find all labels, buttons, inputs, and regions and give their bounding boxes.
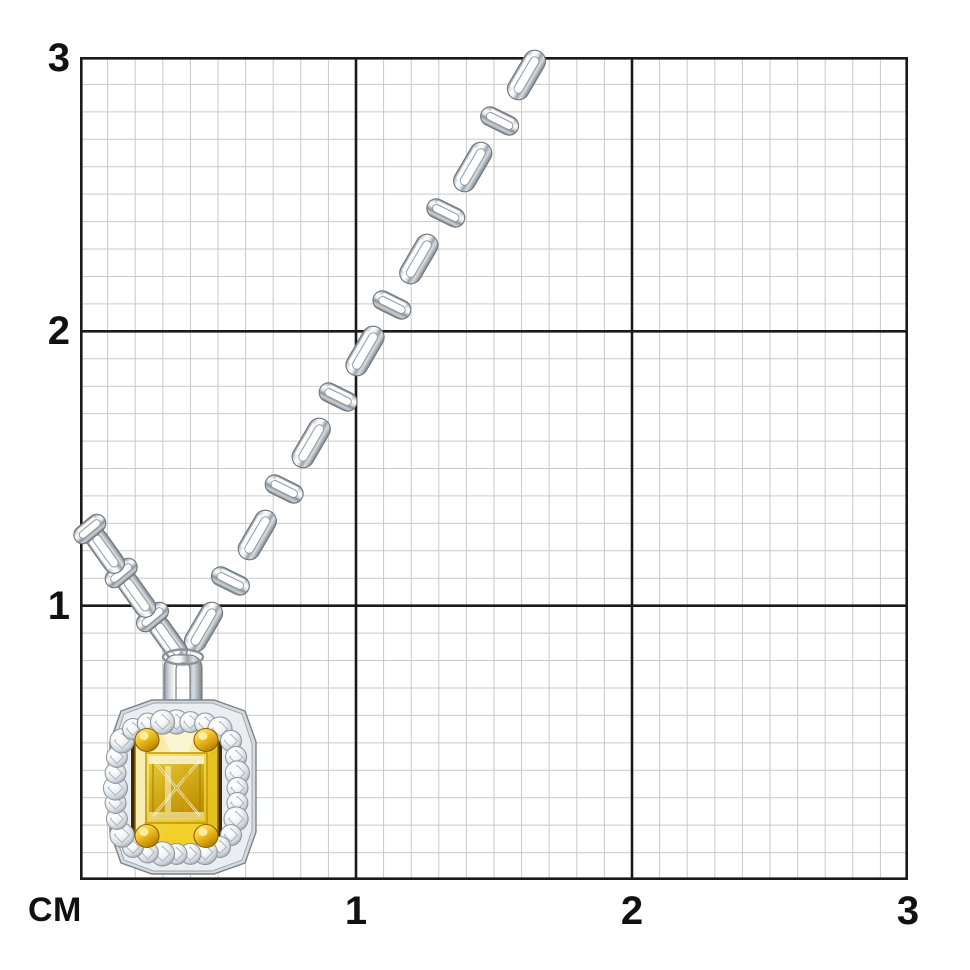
x-axis-tick-2: 2 <box>620 889 644 933</box>
y-axis-tick-3: 3 <box>47 36 70 80</box>
measurement-grid <box>80 57 909 881</box>
y-axis-tick-2: 2 <box>47 309 70 353</box>
y-axis-tick-1: 1 <box>47 584 70 628</box>
x-axis-tick-1: 1 <box>344 889 368 933</box>
grid-svg <box>80 57 909 881</box>
minor-gridlines <box>80 57 908 880</box>
x-axis-tick-3: 3 <box>896 889 920 933</box>
unit-label-cm: CM <box>28 891 82 929</box>
